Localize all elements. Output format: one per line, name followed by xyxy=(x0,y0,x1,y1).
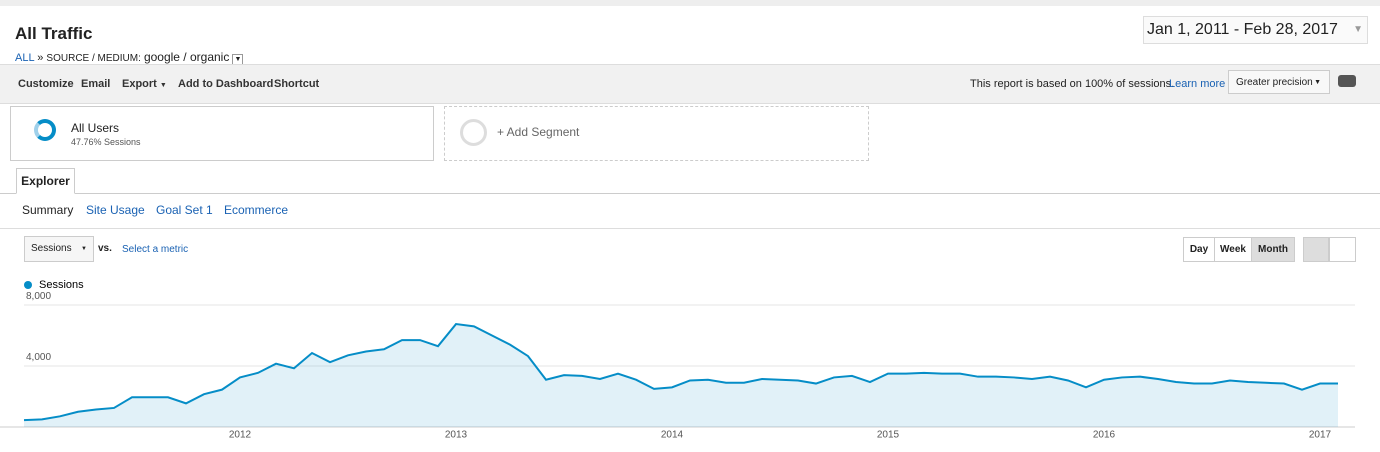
select-metric[interactable]: Select a metric xyxy=(122,244,189,255)
date-text: Jan 1, 2011 - Feb 28, 2017 xyxy=(1147,21,1338,38)
add-segment-card[interactable] xyxy=(444,106,869,161)
metric-label: Sessions xyxy=(31,243,72,254)
toolbar-button[interactable]: Customize xyxy=(18,78,74,90)
chart: 4,000 8,000 2012 2013 2014 2015 2016 2017 Sessio… xyxy=(0,279,1355,441)
toolbar-button[interactable]: Email xyxy=(81,78,111,90)
subtab[interactable]: Goal Set 1 xyxy=(156,203,213,217)
segment-detail: 47.76% Sessions xyxy=(71,137,141,147)
line-chart-toggle[interactable] xyxy=(1303,237,1329,262)
toolbar-button[interactable]: Add to Dashboard xyxy=(178,78,274,90)
subtab[interactable]: Summary xyxy=(22,203,74,217)
breadcrumb-dim: SOURCE / MEDIUM: xyxy=(46,53,141,64)
toolbar-button[interactable]: Shortcut xyxy=(274,78,320,90)
add-segment: + Add Segment xyxy=(497,125,580,139)
segment-ring xyxy=(34,119,56,141)
toolbar-button[interactable]: Export ▼ xyxy=(122,78,167,90)
report-title: All Traffic xyxy=(15,24,93,43)
segment-card[interactable] xyxy=(10,106,434,161)
breadcrumb-root[interactable]: ALL xyxy=(15,52,35,64)
legend-marker xyxy=(24,281,32,289)
toolbar xyxy=(0,64,1380,104)
precision-label: Greater precision xyxy=(1236,77,1313,88)
breadcrumb-value: google / organic xyxy=(143,50,230,64)
subtab-line xyxy=(0,228,1380,229)
help-icon[interactable] xyxy=(1338,75,1356,87)
granularity: Day Week Month xyxy=(1183,237,1295,262)
explorer-tab[interactable]: Explorer xyxy=(16,168,75,194)
x-tick-label: 2017 xyxy=(1309,430,1332,441)
x-tick-label: 2016 xyxy=(1093,430,1116,441)
subtab[interactable]: Site Usage xyxy=(86,203,145,217)
x-tick-label: 2014 xyxy=(661,430,684,441)
line xyxy=(23,323,1338,422)
add-segment-ring xyxy=(460,119,487,146)
subtab[interactable]: Ecommerce xyxy=(224,203,289,217)
x-tick-label: 2013 xyxy=(445,430,468,441)
top-strip xyxy=(0,0,1380,6)
granularity-button[interactable]: Month xyxy=(1252,238,1294,261)
legend-label: Sessions xyxy=(39,279,84,291)
y-tick-label: 4,000 xyxy=(26,352,51,363)
segment-name: All Users xyxy=(71,121,120,135)
learn-more[interactable]: Learn more xyxy=(1169,78,1226,90)
vs-label: vs. xyxy=(98,243,112,254)
x-tick-label: 2012 xyxy=(229,430,252,441)
area xyxy=(24,324,1338,427)
y-tick-label: 8,000 xyxy=(26,291,51,302)
granularity-button[interactable]: Day xyxy=(1184,238,1215,261)
export-label: Export xyxy=(122,78,157,90)
granularity-button[interactable]: Week xyxy=(1215,238,1252,261)
sampling-notice: This report is based on 100% of sessions… xyxy=(970,78,1175,90)
breadcrumb-sep: » xyxy=(37,52,44,64)
motion-chart-toggle[interactable] xyxy=(1329,237,1356,262)
tab-line xyxy=(0,193,1380,194)
metric-select[interactable]: Sessions ▼ xyxy=(24,236,94,262)
breadcrumb: ALL » SOURCE / MEDIUM: google / organic … xyxy=(15,50,244,65)
precision-select[interactable]: Greater precision ▼ xyxy=(1228,70,1330,94)
date-range[interactable]: Jan 1, 2011 - Feb 28, 2017 ▼ xyxy=(1143,16,1368,44)
x-tick-label: 2015 xyxy=(877,430,900,441)
